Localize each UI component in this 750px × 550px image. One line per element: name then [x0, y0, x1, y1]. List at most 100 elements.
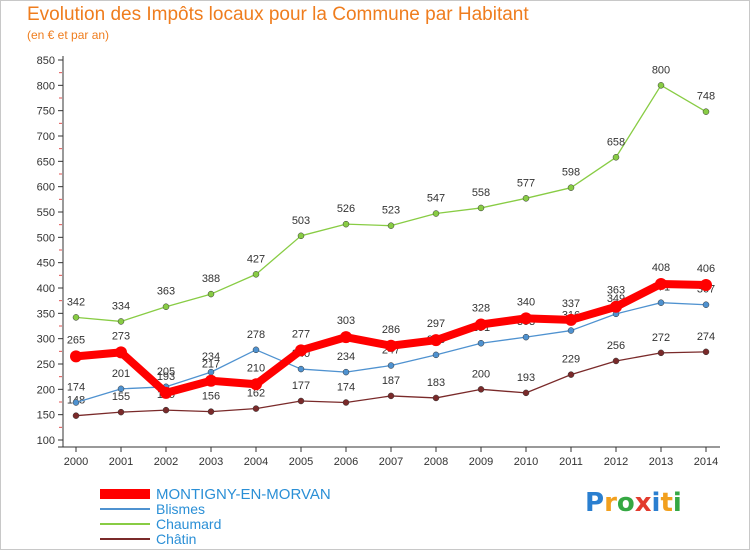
data-label: 328: [472, 302, 490, 314]
data-label: 342: [67, 296, 85, 308]
data-point: [250, 378, 262, 391]
chart-subtitle: (en € et par an): [27, 28, 110, 42]
data-point: [565, 313, 577, 326]
data-point: [657, 299, 665, 306]
data-point: [72, 412, 80, 419]
y-tick-label: 650: [37, 156, 55, 168]
logo-letter: x: [634, 488, 652, 518]
data-label: 748: [697, 91, 715, 103]
data-label: 503: [292, 215, 310, 227]
logo-letter: i: [672, 488, 682, 518]
data-point: [162, 406, 170, 414]
data-label: 177: [292, 380, 310, 392]
y-tick-label: 500: [37, 232, 55, 244]
data-label: 162: [247, 388, 265, 400]
x-tick-label: 2002: [154, 456, 178, 468]
data-point: [72, 399, 80, 406]
data-point: [612, 154, 620, 161]
data-point: [610, 300, 622, 313]
data-point: [567, 371, 575, 378]
data-label: 800: [652, 64, 670, 76]
data-label: 334: [112, 300, 130, 312]
data-point: [297, 232, 305, 240]
y-tick-label: 450: [37, 258, 55, 270]
data-label: 427: [247, 253, 265, 265]
data-point: [700, 278, 712, 291]
data-point: [115, 346, 127, 359]
legend-label: Châtin: [156, 531, 197, 547]
data-label: 363: [157, 286, 175, 298]
data-point: [522, 389, 530, 397]
data-point: [340, 331, 352, 344]
data-label: 547: [427, 193, 445, 205]
legend-swatch: [100, 538, 150, 540]
data-label: 183: [427, 377, 445, 389]
data-point: [702, 108, 710, 115]
data-label: 277: [292, 328, 310, 340]
y-tick-label: 350: [37, 308, 55, 320]
data-label: 278: [247, 329, 265, 341]
data-point: [295, 344, 307, 357]
x-tick-label: 2012: [604, 456, 628, 468]
data-label: 363: [607, 285, 625, 297]
data-label: 274: [697, 331, 715, 343]
data-point: [342, 220, 350, 228]
data-point: [252, 405, 260, 412]
logo-letter: P: [585, 488, 605, 518]
data-label: 598: [562, 167, 580, 179]
data-point: [657, 349, 665, 357]
logo-letter: t: [660, 488, 673, 518]
data-label: 193: [517, 372, 535, 384]
x-tick-label: 2001: [109, 456, 133, 468]
y-tick-label: 550: [37, 207, 55, 219]
data-point: [522, 195, 530, 202]
legend-swatch: [100, 489, 150, 499]
data-point: [252, 271, 260, 278]
data-point: [477, 386, 485, 393]
logo-letter: o: [616, 488, 635, 518]
data-point: [207, 290, 215, 298]
y-tick-label: 750: [37, 106, 55, 118]
legend-swatch: [100, 508, 150, 510]
data-point: [387, 362, 395, 369]
data-label: 272: [652, 332, 670, 344]
data-point: [117, 385, 125, 393]
y-tick-label: 100: [37, 435, 55, 447]
logo-letter: r: [604, 488, 617, 518]
data-label: 234: [202, 351, 220, 363]
y-tick-label: 400: [37, 283, 55, 295]
x-tick-label: 2005: [289, 456, 313, 468]
data-point: [297, 365, 305, 373]
y-tick-label: 250: [37, 359, 55, 371]
data-point: [612, 357, 620, 365]
y-tick-label: 800: [37, 80, 55, 92]
data-label: 526: [337, 203, 355, 215]
data-label: 217: [202, 359, 220, 371]
data-point: [432, 394, 440, 402]
data-point: [252, 346, 260, 354]
legend-label: MONTIGNY-EN-MORVAN: [156, 486, 331, 503]
y-tick-label: 600: [37, 182, 55, 194]
legend-label: Chaumard: [156, 516, 222, 532]
data-label: 174: [67, 382, 85, 394]
data-label: 558: [472, 187, 490, 199]
data-label: 523: [382, 205, 400, 217]
x-tick-label: 2014: [694, 456, 718, 468]
data-point: [385, 339, 397, 352]
data-label: 273: [112, 330, 130, 342]
legend-swatch: [100, 523, 150, 525]
data-point: [162, 303, 170, 310]
data-point: [207, 408, 215, 415]
data-label: 303: [337, 315, 355, 327]
logo-letter: i: [651, 488, 661, 518]
data-point: [655, 277, 667, 290]
data-label: 205: [157, 366, 175, 378]
x-tick-label: 2003: [199, 456, 223, 468]
x-tick-label: 2006: [334, 456, 358, 468]
x-tick-label: 2008: [424, 456, 448, 468]
data-label: 200: [472, 368, 490, 380]
data-point: [702, 348, 710, 356]
data-point: [522, 333, 530, 341]
data-point: [342, 368, 350, 376]
